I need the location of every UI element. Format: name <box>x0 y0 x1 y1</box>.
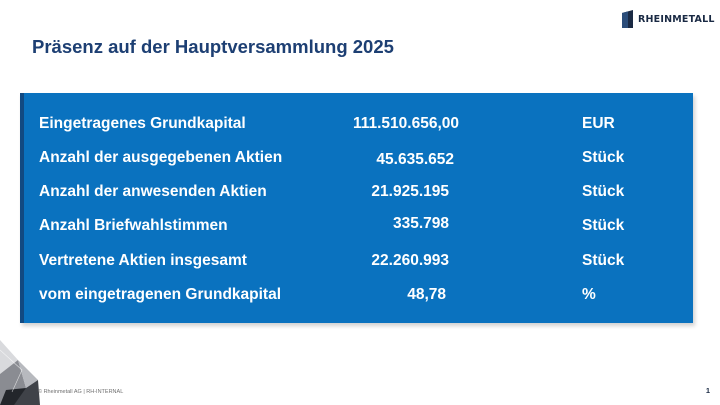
page-number: 1 <box>705 386 710 395</box>
row-value: 335.798 <box>392 215 449 232</box>
row-value: 21.925.195 <box>371 183 449 200</box>
rheinmetall-logo-icon <box>622 10 633 28</box>
row-label: Vertretene Aktien insgesamt <box>39 252 247 269</box>
footer-copyright: © Rheinmetall AG | RH-INTERNAL <box>38 389 124 395</box>
corner-decoration <box>0 340 40 405</box>
row-unit: Stück <box>582 252 625 269</box>
table-row: Anzahl Briefwahlstimmen 335.798 Stück <box>24 215 693 241</box>
row-label: vom eingetragenen Grundkapital <box>39 286 282 303</box>
logo-text: RHEINMETALL <box>638 13 715 25</box>
row-value: 45.635.652 <box>376 151 454 168</box>
row-unit: Stück <box>582 217 625 234</box>
row-label: Anzahl der ausgegebenen Aktien <box>39 149 283 166</box>
row-label: Anzahl Briefwahlstimmen <box>39 217 228 234</box>
row-label: Eingetragenes Grundkapital <box>39 115 246 132</box>
row-value: 48,78 <box>407 286 446 303</box>
row-value: 111.510.656,00 <box>352 115 459 132</box>
row-unit: EUR <box>582 115 615 132</box>
attendance-panel: Eingetragenes Grundkapital 111.510.656,0… <box>20 93 693 323</box>
table-row: vom eingetragenen Grundkapital 48,78 % <box>24 286 693 310</box>
table-row: Anzahl der anwesenden Aktien 21.925.195 … <box>24 183 693 207</box>
table-row: Anzahl der ausgegebenen Aktien 45.635.65… <box>24 149 693 173</box>
row-unit: Stück <box>582 149 625 166</box>
company-logo: RHEINMETALL <box>622 10 715 28</box>
row-value: 22.260.993 <box>371 252 449 269</box>
table-row: Eingetragenes Grundkapital 111.510.656,0… <box>24 115 693 139</box>
table-row: Vertretene Aktien insgesamt 22.260.993 S… <box>24 252 693 276</box>
row-label: Anzahl der anwesenden Aktien <box>39 183 267 200</box>
slide-title: Präsenz auf der Hauptversammlung 2025 <box>32 36 394 57</box>
row-unit: Stück <box>582 183 625 200</box>
row-unit: % <box>582 286 596 303</box>
